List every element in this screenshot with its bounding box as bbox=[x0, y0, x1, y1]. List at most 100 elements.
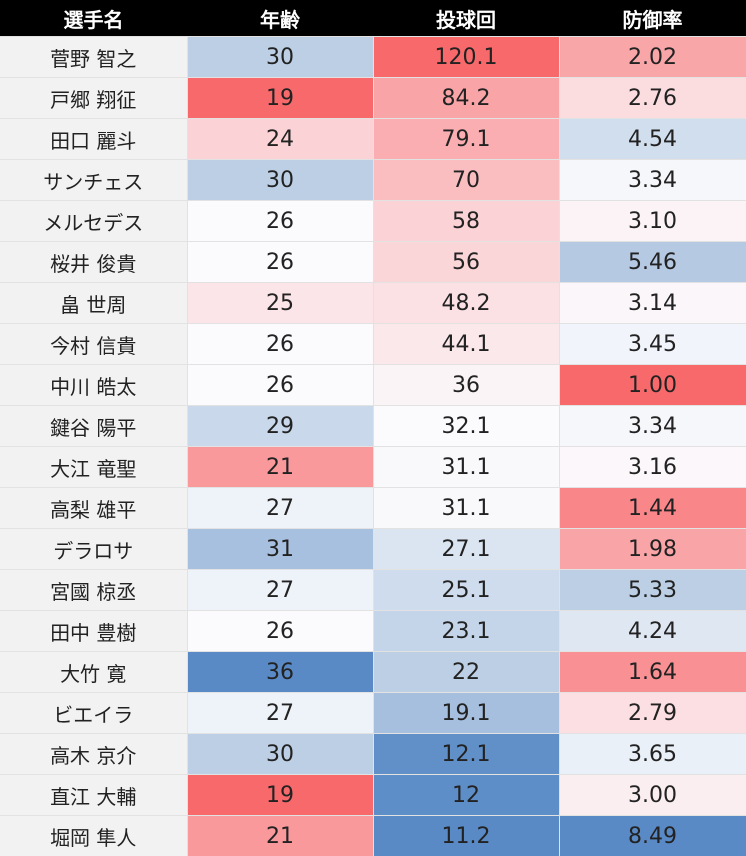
player-name-cell: デラロサ bbox=[0, 529, 187, 570]
era-cell: 1.64 bbox=[559, 652, 746, 693]
innings-cell: 32.1 bbox=[373, 406, 559, 447]
age-cell: 30 bbox=[187, 160, 373, 201]
innings-cell: 12 bbox=[373, 775, 559, 816]
header-name: 選手名 bbox=[0, 0, 187, 37]
innings-cell: 48.2 bbox=[373, 283, 559, 324]
age-cell: 27 bbox=[187, 693, 373, 734]
age-cell: 29 bbox=[187, 406, 373, 447]
era-cell: 8.49 bbox=[559, 816, 746, 856]
era-cell: 5.46 bbox=[559, 242, 746, 283]
player-name-cell: サンチェス bbox=[0, 160, 187, 201]
player-name-cell: 田中 豊樹 bbox=[0, 611, 187, 652]
age-cell: 19 bbox=[187, 78, 373, 119]
player-name-cell: ビエイラ bbox=[0, 693, 187, 734]
innings-cell: 27.1 bbox=[373, 529, 559, 570]
era-cell: 3.14 bbox=[559, 283, 746, 324]
player-name-cell: 大江 竜聖 bbox=[0, 447, 187, 488]
era-cell: 3.00 bbox=[559, 775, 746, 816]
age-cell: 31 bbox=[187, 529, 373, 570]
player-name-cell: 直江 大輔 bbox=[0, 775, 187, 816]
era-cell: 4.54 bbox=[559, 119, 746, 160]
era-cell: 5.33 bbox=[559, 570, 746, 611]
innings-cell: 79.1 bbox=[373, 119, 559, 160]
era-cell: 4.24 bbox=[559, 611, 746, 652]
innings-cell: 31.1 bbox=[373, 447, 559, 488]
player-name-cell: 戸郷 翔征 bbox=[0, 78, 187, 119]
era-cell: 2.79 bbox=[559, 693, 746, 734]
player-name-cell: メルセデス bbox=[0, 201, 187, 242]
innings-cell: 31.1 bbox=[373, 488, 559, 529]
age-cell: 26 bbox=[187, 242, 373, 283]
player-name-cell: 畠 世周 bbox=[0, 283, 187, 324]
player-name-cell: 鍵谷 陽平 bbox=[0, 406, 187, 447]
era-cell: 3.16 bbox=[559, 447, 746, 488]
innings-cell: 25.1 bbox=[373, 570, 559, 611]
era-cell: 3.34 bbox=[559, 406, 746, 447]
innings-cell: 120.1 bbox=[373, 37, 559, 78]
header-row: 選手名 年齢 投球回 防御率 bbox=[0, 0, 746, 37]
innings-cell: 23.1 bbox=[373, 611, 559, 652]
header-innings: 投球回 bbox=[373, 0, 559, 37]
player-name-cell: 中川 皓太 bbox=[0, 365, 187, 406]
age-cell: 19 bbox=[187, 775, 373, 816]
player-name-cell: 今村 信貴 bbox=[0, 324, 187, 365]
era-cell: 1.44 bbox=[559, 488, 746, 529]
era-cell: 1.98 bbox=[559, 529, 746, 570]
era-cell: 2.02 bbox=[559, 37, 746, 78]
age-cell: 27 bbox=[187, 570, 373, 611]
player-name-cell: 大竹 寛 bbox=[0, 652, 187, 693]
innings-cell: 12.1 bbox=[373, 734, 559, 775]
player-name-cell: 高木 京介 bbox=[0, 734, 187, 775]
innings-cell: 70 bbox=[373, 160, 559, 201]
player-name-cell: 田口 麗斗 bbox=[0, 119, 187, 160]
player-name-cell: 菅野 智之 bbox=[0, 37, 187, 78]
era-cell: 1.00 bbox=[559, 365, 746, 406]
player-name-cell: 堀岡 隼人 bbox=[0, 816, 187, 856]
innings-cell: 44.1 bbox=[373, 324, 559, 365]
age-cell: 21 bbox=[187, 447, 373, 488]
age-cell: 36 bbox=[187, 652, 373, 693]
era-cell: 3.65 bbox=[559, 734, 746, 775]
player-name-cell: 桜井 俊貴 bbox=[0, 242, 187, 283]
innings-cell: 36 bbox=[373, 365, 559, 406]
player-name-cell: 宮國 椋丞 bbox=[0, 570, 187, 611]
age-cell: 26 bbox=[187, 365, 373, 406]
era-cell: 3.34 bbox=[559, 160, 746, 201]
age-cell: 27 bbox=[187, 488, 373, 529]
age-cell: 24 bbox=[187, 119, 373, 160]
innings-cell: 58 bbox=[373, 201, 559, 242]
era-cell: 2.76 bbox=[559, 78, 746, 119]
innings-cell: 19.1 bbox=[373, 693, 559, 734]
age-cell: 26 bbox=[187, 324, 373, 365]
age-cell: 30 bbox=[187, 37, 373, 78]
innings-cell: 22 bbox=[373, 652, 559, 693]
age-cell: 26 bbox=[187, 201, 373, 242]
innings-cell: 84.2 bbox=[373, 78, 559, 119]
innings-cell: 56 bbox=[373, 242, 559, 283]
era-cell: 3.45 bbox=[559, 324, 746, 365]
player-name-cell: 高梨 雄平 bbox=[0, 488, 187, 529]
age-cell: 30 bbox=[187, 734, 373, 775]
header-era: 防御率 bbox=[559, 0, 746, 37]
age-cell: 26 bbox=[187, 611, 373, 652]
innings-cell: 11.2 bbox=[373, 816, 559, 856]
